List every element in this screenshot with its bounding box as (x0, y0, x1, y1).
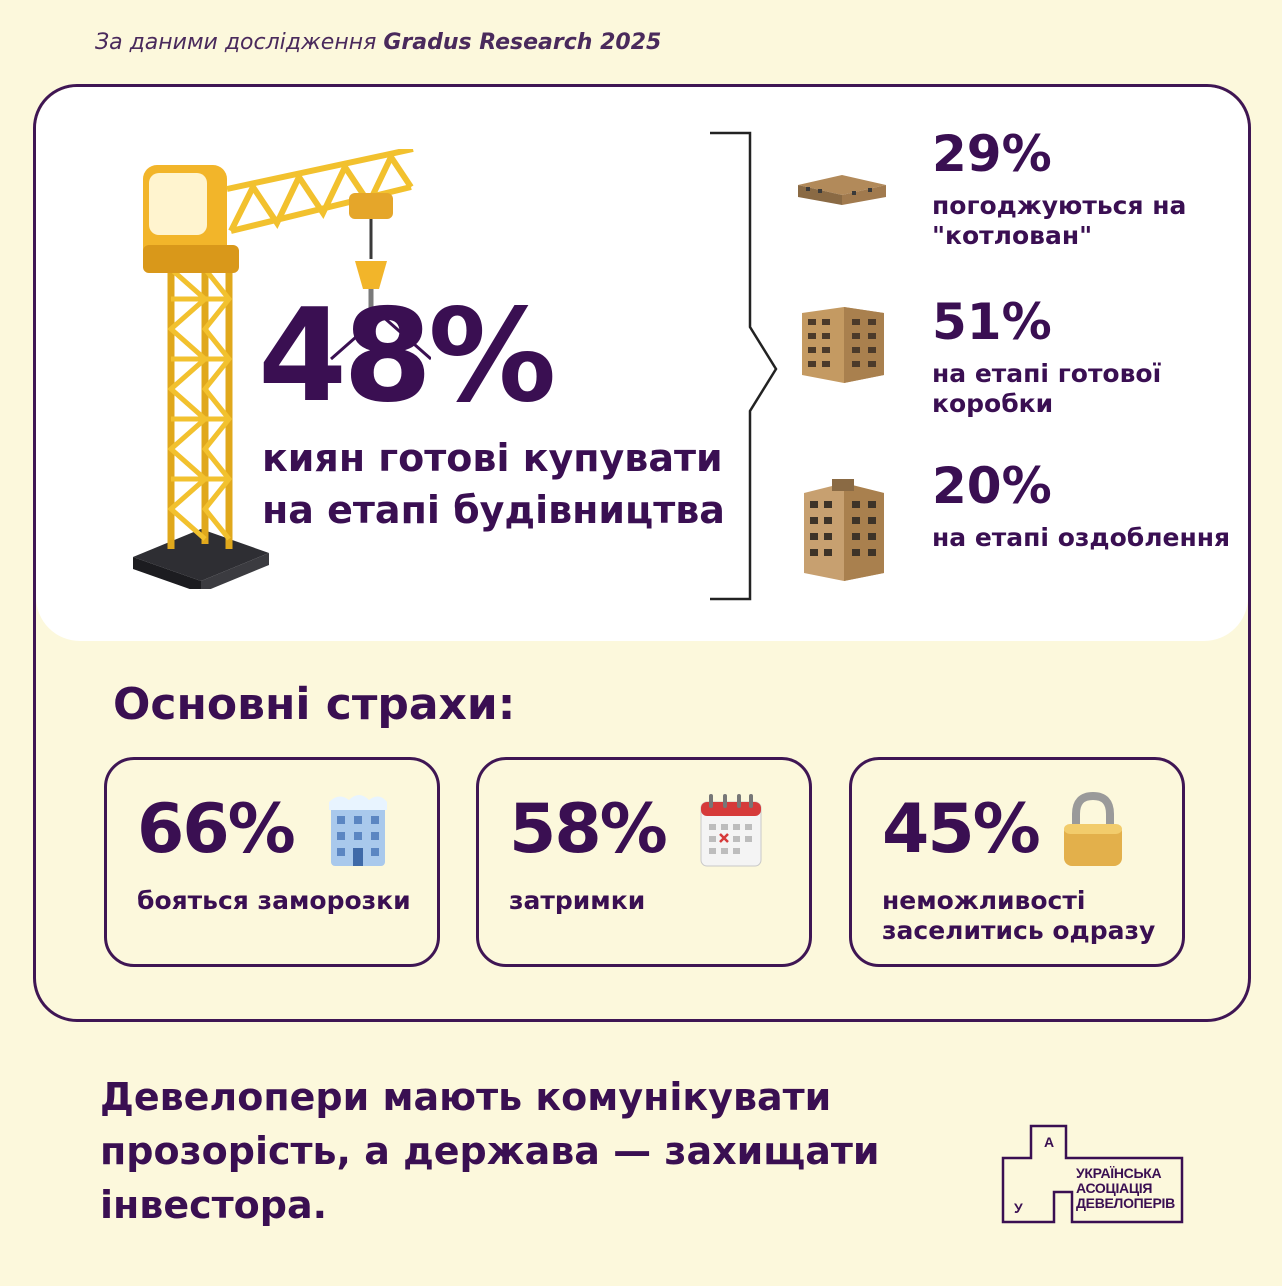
fear-percent: 45% (882, 790, 1041, 869)
stage-finishing: 20% на етапі оздоблення (798, 461, 1238, 591)
stage-label: на етапі оздоблення (932, 523, 1231, 552)
logo-line-3: ДЕВЕЛОПЕРІВ (1076, 1195, 1175, 1211)
stage-shell: 51% на етапі готової коробки (798, 297, 1238, 427)
source-prefix: За даними дослідження (95, 30, 377, 55)
closing-statement: Девелопери мають комунікувати прозорість… (100, 1075, 880, 1227)
stage-percent: 51% (932, 293, 1052, 351)
fears-title: Основні страхи: (113, 679, 516, 730)
fear-percent: 66% (137, 790, 296, 869)
fear-percent: 58% (509, 790, 668, 869)
fear-label: неможливості заселитись одразу (882, 886, 1156, 945)
source-line: За даними дослідження Gradus Research 20… (95, 30, 661, 55)
fear-card-move-in: 45% неможливості заселитись одразу (849, 757, 1185, 967)
padlock-icon (1064, 792, 1122, 866)
frozen-building-icon (329, 795, 387, 866)
source-name: Gradus Research 2025 (383, 30, 662, 55)
logo-letter-top: А (1044, 1134, 1055, 1150)
bracket-divider (710, 131, 778, 601)
finished-building-icon (804, 479, 884, 581)
association-logo (1001, 1124, 1184, 1224)
fear-card-freeze: 66% бояться заморозки (104, 757, 440, 967)
stage-label: на етапі готової коробки (932, 359, 1162, 418)
calendar-icon (700, 794, 762, 867)
building-shell-icon (802, 307, 884, 383)
logo-line-1: УКРАЇНСЬКА (1076, 1165, 1162, 1181)
stage-percent: 29% (932, 125, 1052, 183)
tower-crane-icon (133, 149, 431, 589)
fear-card-delay: 58% затримки (476, 757, 812, 967)
logo-letter-bottom: У (1014, 1200, 1023, 1216)
logo-text: УКРАЇНСЬКА АСОЦІАЦІЯ ДЕВЕЛОПЕРІВ (1076, 1166, 1186, 1211)
hero-text: киян готові купувати на етапі будівництв… (262, 436, 725, 532)
stage-foundation: 29% погоджуються на "котлован" (798, 125, 1238, 250)
stage-label: погоджуються на "котлован" (932, 191, 1187, 250)
logo-line-2: АСОЦІАЦІЯ (1076, 1180, 1153, 1196)
hero-percent: 48% (258, 282, 556, 431)
fear-label: бояться заморозки (137, 886, 411, 915)
stage-percent: 20% (932, 457, 1052, 515)
hero-panel: 48% киян готові купувати на етапі будівн… (36, 87, 1248, 641)
fear-label: затримки (509, 886, 646, 915)
foundation-building-icon (798, 175, 886, 205)
main-card: 48% киян готові купувати на етапі будівн… (33, 84, 1251, 1022)
